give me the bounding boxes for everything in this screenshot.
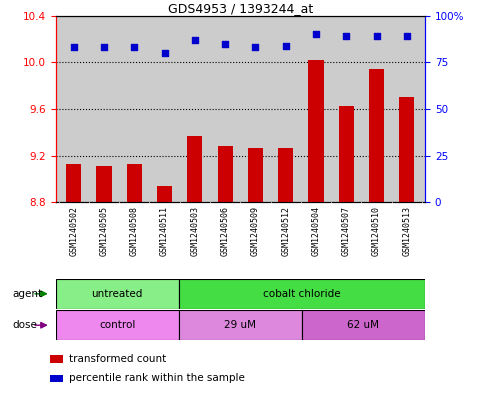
Text: GSM1240504: GSM1240504 [312,206,321,256]
Bar [66,164,81,202]
Point [312,31,320,38]
Bar [217,147,233,202]
Text: GSM1240511: GSM1240511 [160,206,169,256]
Bar [302,310,425,340]
Text: GSM1240507: GSM1240507 [342,206,351,256]
Bar [50,375,63,382]
Point [100,44,108,51]
Bar [56,279,179,309]
Point [70,44,78,51]
Text: GSM1240502: GSM1240502 [69,206,78,256]
Text: GSM1240506: GSM1240506 [221,206,229,256]
Bar [399,97,414,202]
Bar [278,147,293,202]
Bar [50,355,63,363]
Bar [339,106,354,202]
Text: GSM1240505: GSM1240505 [99,206,109,256]
Point [282,42,290,49]
Text: percentile rank within the sample: percentile rank within the sample [69,373,244,384]
Text: GSM1240509: GSM1240509 [251,206,260,256]
Bar [369,70,384,202]
Bar [179,310,302,340]
Text: dose: dose [12,320,37,330]
Point [252,44,259,51]
Text: GSM1240503: GSM1240503 [190,206,199,256]
Text: untreated: untreated [91,289,143,299]
Bar [97,166,112,202]
Bar [179,279,425,309]
Text: transformed count: transformed count [69,354,166,364]
Point [342,33,350,39]
Point [403,33,411,39]
Text: GSM1240513: GSM1240513 [402,206,412,256]
Bar [248,147,263,202]
Text: 62 uM: 62 uM [347,320,380,330]
Bar [127,164,142,202]
Bar [157,186,172,202]
Point [130,44,138,51]
Bar [56,310,179,340]
Text: control: control [99,320,135,330]
Text: GSM1240508: GSM1240508 [130,206,139,256]
Text: GSM1240510: GSM1240510 [372,206,381,256]
Text: GSM1240512: GSM1240512 [281,206,290,256]
Bar [309,60,324,202]
Text: agent: agent [12,289,42,299]
Title: GDS4953 / 1393244_at: GDS4953 / 1393244_at [168,2,313,15]
Point [221,40,229,47]
Point [191,37,199,43]
Text: cobalt chloride: cobalt chloride [263,289,341,299]
Bar [187,136,202,202]
Point [161,50,169,56]
Text: 29 uM: 29 uM [224,320,256,330]
Point [373,33,381,39]
